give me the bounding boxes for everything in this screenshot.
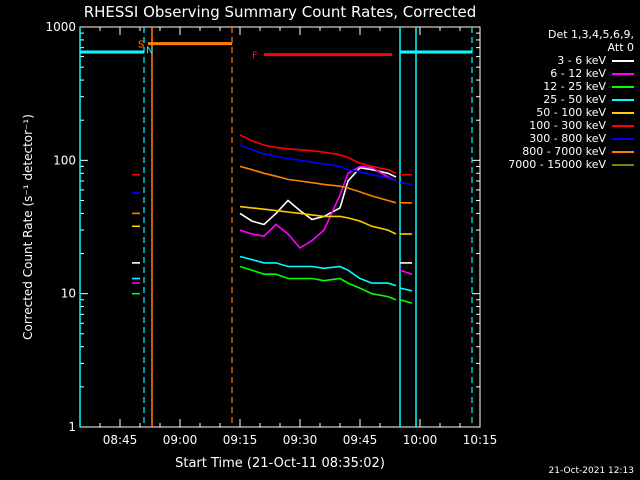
y-tick-label: 1	[68, 420, 76, 434]
x-tick-label: 09:30	[283, 433, 318, 447]
x-axis-label: Start Time (21-Oct-11 08:35:02)	[175, 456, 385, 471]
legend-entry: 7000 - 15000 keV	[464, 158, 634, 171]
legend-swatch	[612, 111, 634, 114]
timestamp: 21-Oct-2021 12:13	[548, 466, 634, 476]
legend-swatch	[612, 124, 634, 127]
y-tick-label: 10	[61, 287, 76, 301]
legend-label: 100 - 300 keV	[529, 119, 606, 132]
series-line	[399, 299, 413, 304]
legend-entry: 300 - 800 keV	[464, 132, 634, 145]
legend-entry: 50 - 100 keV	[464, 106, 634, 119]
legend-swatch	[612, 150, 634, 153]
legend-entry: 12 - 25 keV	[464, 80, 634, 93]
series-line	[399, 269, 413, 275]
legend-entry: 100 - 300 keV	[464, 119, 634, 132]
legend-label: 25 - 50 keV	[543, 93, 606, 106]
legend-entry: 800 - 7000 keV	[464, 145, 634, 158]
night-label: N	[146, 46, 153, 57]
legend-swatch	[612, 137, 634, 140]
legend-swatch	[612, 163, 634, 166]
chart-title: RHESSI Observing Summary Count Rates, Co…	[84, 3, 477, 21]
legend-label: 50 - 100 keV	[536, 106, 606, 119]
legend-swatch	[612, 59, 634, 62]
series-line	[239, 165, 397, 204]
series-line	[239, 205, 397, 235]
series-line	[399, 181, 413, 186]
legend-label: 300 - 800 keV	[529, 132, 606, 145]
legend-swatch	[612, 85, 634, 88]
series-line	[239, 265, 397, 301]
legend: Det 1,3,4,5,6,9, Att 0 3 - 6 keV 6 - 12 k…	[464, 28, 634, 171]
saa-label: S	[138, 40, 144, 51]
x-tick-label: 08:45	[103, 433, 138, 447]
x-tick-label: 09:45	[343, 433, 378, 447]
x-tick-label: 09:15	[223, 433, 258, 447]
series-line	[239, 166, 397, 226]
series-line	[239, 165, 397, 250]
legend-swatch	[612, 98, 634, 101]
flare-label: F	[252, 51, 258, 62]
plot-marks: 1 10 100 1000 08:45 09:00 09:15 09:30 09:45 10:00…	[45, 20, 497, 447]
legend-swatch	[612, 72, 634, 75]
y-tick-label: 100	[53, 153, 76, 167]
legend-label: 7000 - 15000 keV	[508, 158, 606, 171]
legend-entry: 3 - 6 keV	[464, 54, 634, 67]
legend-header-2: Att 0	[607, 41, 634, 54]
legend-label: 3 - 6 keV	[557, 54, 606, 67]
legend-label: 800 - 7000 keV	[522, 145, 606, 158]
legend-entry: 25 - 50 keV	[464, 93, 634, 106]
legend-header-1: Det 1,3,4,5,6,9,	[547, 28, 634, 41]
x-tick-label: 10:00	[403, 433, 438, 447]
x-tick-label: 09:00	[163, 433, 198, 447]
legend-label: 12 - 25 keV	[543, 80, 606, 93]
series-line	[239, 255, 397, 287]
series-line	[399, 287, 413, 292]
legend-entry: 6 - 12 keV	[464, 67, 634, 80]
series-line	[239, 144, 397, 182]
legend-label: 6 - 12 keV	[550, 67, 606, 80]
y-tick-label: 1000	[45, 20, 76, 34]
y-axis-label: Corrected Count Rate (s⁻¹ detector⁻¹)	[21, 114, 35, 340]
series-line	[239, 134, 397, 175]
x-tick-label: 10:15	[463, 433, 498, 447]
